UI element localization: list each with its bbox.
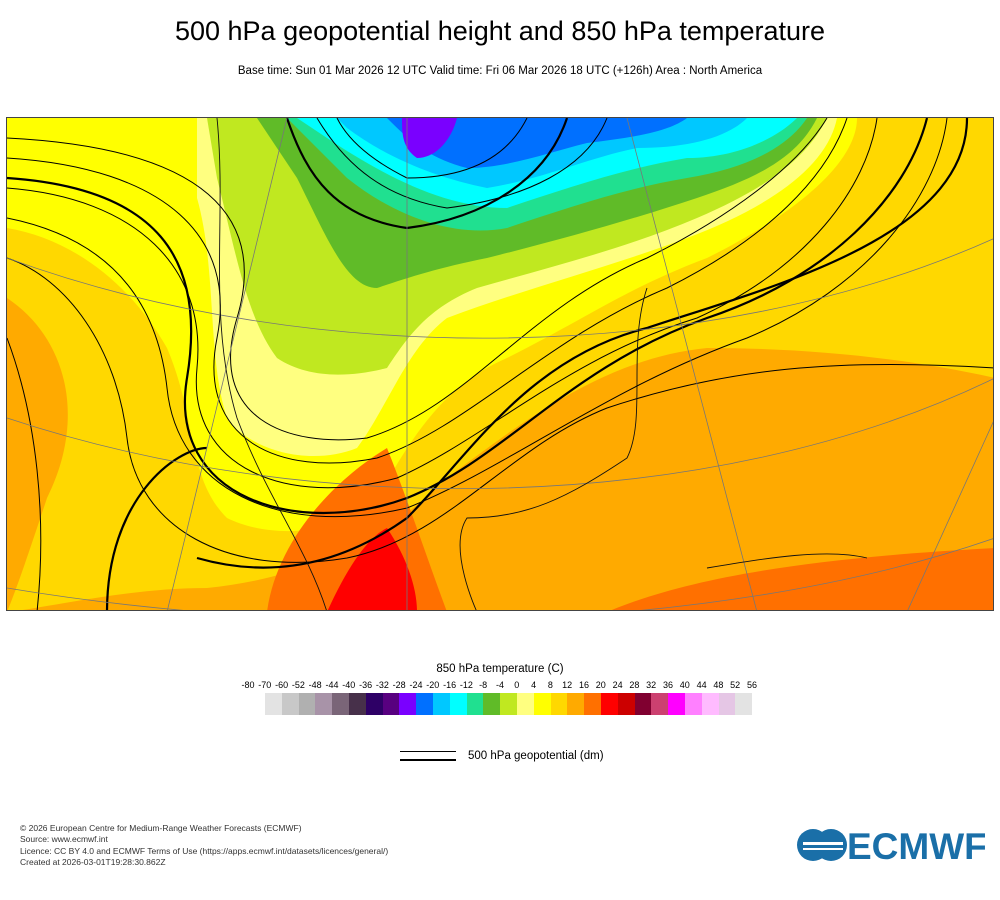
graticule — [7, 118, 993, 610]
temp-field-m24-m20 — [387, 118, 687, 168]
thick-line-swatch — [400, 759, 456, 761]
colorbar-tick-label: 12 — [562, 680, 573, 690]
colorbar-box — [516, 693, 534, 715]
colorbar-tick-label: -16 — [443, 680, 457, 690]
colorbar-tick-label: -52 — [291, 680, 305, 690]
temp-field-caribbean — [611, 548, 993, 610]
colorbar-box — [617, 693, 635, 715]
geopotential-contours — [7, 118, 993, 610]
ecmwf-logo-icon — [797, 829, 847, 861]
colorbar-box — [584, 693, 601, 715]
colorbar-box — [701, 693, 719, 715]
coastlines — [216, 118, 868, 610]
colorbar-tick-label: 0 — [514, 680, 520, 690]
created-line: Created at 2026-03-01T19:28:30.862Z — [20, 856, 166, 867]
source-line: Source: www.ecmwf.int — [20, 834, 108, 845]
colorbar-box — [533, 693, 551, 715]
colorbar-tick-label: 32 — [646, 680, 657, 690]
colorbar-box — [265, 693, 282, 715]
colorbar-tick-label: 4 — [531, 680, 537, 690]
colorbar-box — [483, 693, 501, 715]
ecmwf-logo: ECMWF — [795, 825, 987, 867]
temp-field-pacific — [7, 298, 68, 610]
colorbar-box — [281, 693, 299, 715]
colorbar-tick-label: -40 — [342, 680, 356, 690]
colorbar-box — [651, 693, 669, 715]
colorbar-tick-label: -44 — [325, 680, 339, 690]
copyright-line: © 2026 European Centre for Medium-Range … — [20, 823, 302, 833]
weather-map — [6, 117, 994, 611]
colorbar-tick-label: 56 — [746, 680, 758, 690]
colorbar-box — [634, 693, 652, 715]
colorbar-box — [735, 693, 753, 715]
colorbar-box — [315, 693, 333, 715]
colorbar-tick-label: 44 — [696, 680, 707, 690]
colorbar-tick-label: -28 — [392, 680, 406, 690]
colorbar-tick-label: -8 — [479, 680, 488, 690]
colorbar-box — [298, 693, 316, 715]
colorbar-tick-label: 24 — [612, 680, 623, 690]
temp-field-20-24 — [327, 528, 417, 610]
contour-legend: 500 hPa geopotential (dm) — [400, 748, 700, 768]
colorbar-box — [332, 693, 349, 715]
colorbar-tick-label: 40 — [679, 680, 690, 690]
colorbar-tick-label: -60 — [275, 680, 289, 690]
colorbar-box — [365, 693, 383, 715]
ecmwf-logo-text: ECMWF — [847, 826, 985, 865]
chart-title: 500 hPa geopotential height and 850 hPa … — [174, 16, 825, 46]
colorbar-tick-label: -12 — [459, 680, 473, 690]
chart-subtitle: Base time: Sun 01 Mar 2026 12 UTC Valid … — [237, 65, 763, 77]
colorbar-tick-label: -24 — [409, 680, 423, 690]
colorbar-box — [718, 693, 736, 715]
colorbar-box — [399, 693, 417, 715]
colorbar-box — [668, 693, 685, 715]
colorbar-box — [600, 693, 618, 715]
colorbar-tick-label: -48 — [308, 680, 322, 690]
colorbar-box — [348, 693, 366, 715]
colorbar-tick-label: 8 — [547, 680, 553, 690]
colorbar-box — [500, 693, 517, 715]
temp-field-m28-m24 — [402, 118, 457, 158]
colorbar-tick-label: -36 — [359, 680, 373, 690]
colorbar — [265, 693, 753, 715]
colorbar-labels: -80 -70 -60 -52 -48 -44 -40 -36 -32 -28 -24 -20 -16-… — [0, 680, 1000, 694]
colorbar-tick-label: 16 — [578, 680, 590, 690]
colorbar-tick-label: -80 — [241, 680, 255, 690]
colorbar-tick-label: 36 — [662, 680, 674, 690]
colorbar-title: 850 hPa temperature (C) — [436, 663, 564, 675]
contour-legend-label: 500 hPa geopotential (dm) — [468, 750, 604, 762]
colorbar-tick-label: 20 — [595, 680, 606, 690]
colorbar-box — [449, 693, 467, 715]
colorbar-box — [382, 693, 400, 715]
colorbar-tick-label: 52 — [730, 680, 741, 690]
colorbar-box — [432, 693, 450, 715]
colorbar-tick-label: 28 — [629, 680, 640, 690]
licence-line: Licence: CC BY 4.0 and ECMWF Terms of Us… — [20, 845, 389, 856]
colorbar-tick-label: -32 — [375, 680, 389, 690]
colorbar-box — [684, 693, 702, 715]
colorbar-tick-label: -4 — [495, 680, 505, 690]
thin-line-swatch — [400, 751, 456, 752]
footer: © 2026 European Centre for Medium-Range … — [20, 823, 388, 868]
colorbar-tick-label: -70 — [258, 680, 272, 690]
colorbar-box — [466, 693, 484, 715]
map-svg — [7, 118, 993, 610]
colorbar-box — [567, 693, 585, 715]
colorbar-box — [416, 693, 433, 715]
colorbar-box — [550, 693, 568, 715]
colorbar-tick-label: -20 — [426, 680, 440, 690]
colorbar-tick-label: 48 — [713, 680, 724, 690]
